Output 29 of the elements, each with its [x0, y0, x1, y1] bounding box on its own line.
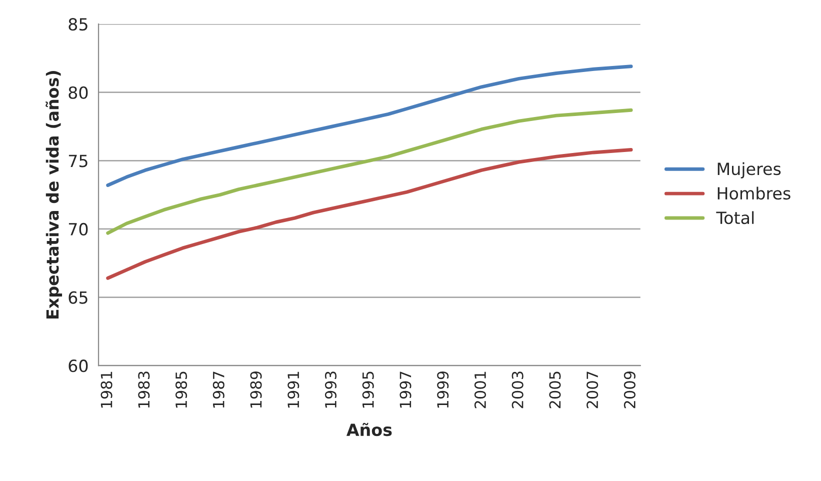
x-tick-label: 2007	[586, 372, 598, 408]
x-tick-label: 1999	[437, 371, 449, 408]
legend-label: Hombres	[718, 186, 790, 200]
x-tick-label: 2001	[474, 372, 486, 408]
x-tick-label: 2003	[512, 372, 524, 408]
x-tick-label: 1981	[100, 372, 112, 408]
x-tick-label: 1997	[400, 372, 412, 408]
x-tick-label: 1983	[138, 372, 150, 408]
legend-label: Total	[716, 211, 754, 224]
y-tick-label: 70	[68, 222, 88, 236]
y-tick-label: 85	[68, 18, 88, 31]
x-tick-label: 1995	[362, 372, 374, 408]
y-tick-label: 75	[68, 154, 88, 168]
x-tick-label: 1987	[212, 372, 224, 408]
line-series	[106, 64, 633, 187]
line-series	[106, 108, 633, 235]
legend-label: Mujeres	[718, 162, 781, 178]
y-tick-label: 60	[68, 360, 88, 372]
x-tick-label: 1991	[288, 372, 300, 408]
y-axis-title: Expectativa de vida (años)	[46, 71, 62, 318]
x-tick-label: 2005	[549, 372, 561, 408]
x-axis-title: Años	[346, 422, 392, 436]
line-series	[106, 148, 633, 280]
x-tick-label: 1985	[175, 372, 188, 408]
y-tick-label: 80	[68, 86, 88, 99]
x-tick-label: 1993	[324, 372, 337, 408]
y-tick-label: 65	[68, 291, 88, 304]
x-tick-label: 1989	[250, 371, 262, 408]
x-tick-label: 2009	[624, 371, 636, 408]
